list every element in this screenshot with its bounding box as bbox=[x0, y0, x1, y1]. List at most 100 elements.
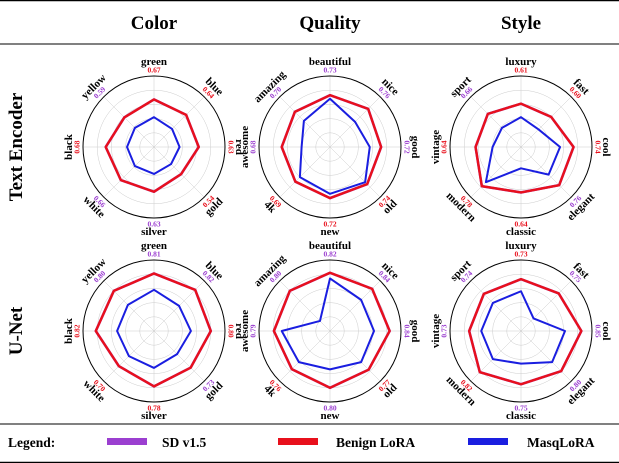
column-header-style: Style bbox=[501, 13, 541, 34]
grid-spoke bbox=[103, 96, 155, 148]
category-label: beautiful bbox=[309, 240, 351, 252]
category-label: red bbox=[233, 139, 245, 155]
legend-swatch-masq bbox=[468, 438, 508, 445]
grid-spoke bbox=[520, 146, 572, 198]
value-label: 0.79 bbox=[249, 324, 258, 337]
outer-ring bbox=[82, 259, 226, 403]
category-label: red bbox=[233, 323, 245, 339]
series-benign bbox=[467, 277, 583, 386]
series-masq bbox=[480, 290, 567, 365]
category-label: awesome bbox=[239, 126, 251, 168]
value-label: 0.82 bbox=[73, 324, 82, 337]
grid-spoke bbox=[470, 330, 522, 382]
category-label: silver bbox=[141, 410, 167, 422]
grid-spoke bbox=[153, 96, 205, 148]
grid-spoke bbox=[520, 280, 572, 332]
category-label: vintage bbox=[430, 314, 442, 348]
category-label: black bbox=[63, 317, 75, 344]
series-benign bbox=[272, 271, 391, 389]
grid-spoke bbox=[153, 146, 205, 198]
legend: Legend: SD v1.5 Benign LoRA MasqLoRA bbox=[8, 435, 595, 450]
category-label: green bbox=[141, 56, 167, 68]
category-label: good bbox=[409, 136, 421, 159]
value-label: 0.73 bbox=[514, 250, 527, 259]
value-label: 0.63 bbox=[227, 140, 236, 153]
series-benign bbox=[474, 102, 575, 194]
legend-label-sd: SD v1.5 bbox=[162, 435, 207, 450]
outer-ring bbox=[258, 75, 402, 219]
outer-ring bbox=[449, 75, 593, 219]
category-label: new bbox=[321, 226, 340, 238]
grid-spoke bbox=[470, 146, 522, 198]
category-label: luxury bbox=[505, 240, 537, 252]
category-label: vintage bbox=[430, 130, 442, 164]
value-label: 0.63 bbox=[147, 220, 160, 229]
value-label: 0.80 bbox=[323, 404, 336, 413]
value-label: 0.81 bbox=[147, 250, 160, 259]
value-label: 0.73 bbox=[440, 324, 449, 337]
category-label: new bbox=[321, 410, 340, 422]
value-label: 0.74 bbox=[594, 140, 603, 153]
row-label-text-encoder: Text Encoder bbox=[6, 92, 27, 201]
value-label: 0.72 bbox=[403, 140, 412, 153]
grid-spoke bbox=[279, 96, 331, 148]
series-masq bbox=[280, 277, 376, 371]
category-label: beautiful bbox=[309, 56, 351, 68]
series-benign bbox=[94, 272, 213, 388]
value-label: 0.75 bbox=[514, 404, 527, 413]
value-label: 0.61 bbox=[514, 66, 527, 75]
value-label: 0.67 bbox=[147, 66, 160, 75]
category-label: luxury bbox=[505, 56, 537, 68]
series-masq bbox=[298, 97, 371, 195]
outer-ring bbox=[449, 259, 593, 403]
column-header-quality: Quality bbox=[299, 13, 361, 34]
grid-spoke bbox=[329, 146, 381, 198]
value-label: 0.68 bbox=[73, 140, 82, 153]
legend-title: Legend: bbox=[8, 435, 55, 450]
radar-chart-u-net-style: 0.73luxury0.75fast0.85cool0.80elegant0.7… bbox=[430, 240, 612, 422]
grid-spoke bbox=[103, 280, 155, 332]
series-masq bbox=[484, 116, 562, 184]
outer-ring bbox=[82, 75, 226, 219]
grid-spoke bbox=[279, 146, 331, 198]
category-label: silver bbox=[141, 226, 167, 238]
value-label: 0.64 bbox=[514, 220, 527, 229]
legend-swatch-sd bbox=[107, 438, 147, 445]
value-label: 0.82 bbox=[323, 250, 336, 259]
value-label: 0.64 bbox=[440, 140, 449, 153]
category-label: awesome bbox=[239, 310, 251, 352]
radar-chart-text-encoder-style: 0.61luxury0.60fast0.74cool0.76elegant0.6… bbox=[430, 56, 612, 238]
category-label: classic bbox=[506, 226, 536, 238]
category-label: black bbox=[63, 133, 75, 160]
value-label: 0.73 bbox=[323, 66, 336, 75]
value-label: 0.85 bbox=[594, 324, 603, 337]
column-header-color: Color bbox=[131, 13, 178, 34]
value-label: 0.80 bbox=[227, 324, 236, 337]
radar-chart-u-net-quality: 0.82beautiful0.84nice0.84good0.77old0.80… bbox=[239, 240, 421, 422]
grid-spoke bbox=[103, 146, 155, 198]
category-label: cool bbox=[600, 138, 612, 157]
grid-spoke bbox=[153, 330, 205, 382]
grid-spoke bbox=[520, 96, 572, 148]
series-benign bbox=[280, 93, 383, 200]
category-label: classic bbox=[506, 410, 536, 422]
grid-spoke bbox=[279, 330, 331, 382]
radar-charts: 0.67green0.64blue0.63red0.54gold0.63silv… bbox=[63, 56, 612, 422]
value-label: 0.78 bbox=[147, 404, 160, 413]
series-masq bbox=[116, 288, 192, 369]
legend-label-benign: Benign LoRA bbox=[336, 435, 415, 450]
category-label: good bbox=[409, 320, 421, 343]
legend-swatch-benign bbox=[278, 438, 318, 445]
category-label: green bbox=[141, 240, 167, 252]
grid-spoke bbox=[520, 330, 572, 382]
radar-chart-text-encoder-quality: 0.73beautiful0.76nice0.72good0.74old0.72… bbox=[239, 56, 421, 238]
value-label: 0.84 bbox=[403, 324, 412, 337]
legend-label-masq: MasqLoRA bbox=[527, 435, 595, 450]
value-label: 0.68 bbox=[249, 140, 258, 153]
row-label-u-net: U-Net bbox=[6, 306, 27, 355]
series-masq bbox=[126, 116, 181, 175]
grid-spoke bbox=[329, 330, 381, 382]
outer-ring bbox=[258, 259, 402, 403]
grid-spoke bbox=[470, 280, 522, 332]
